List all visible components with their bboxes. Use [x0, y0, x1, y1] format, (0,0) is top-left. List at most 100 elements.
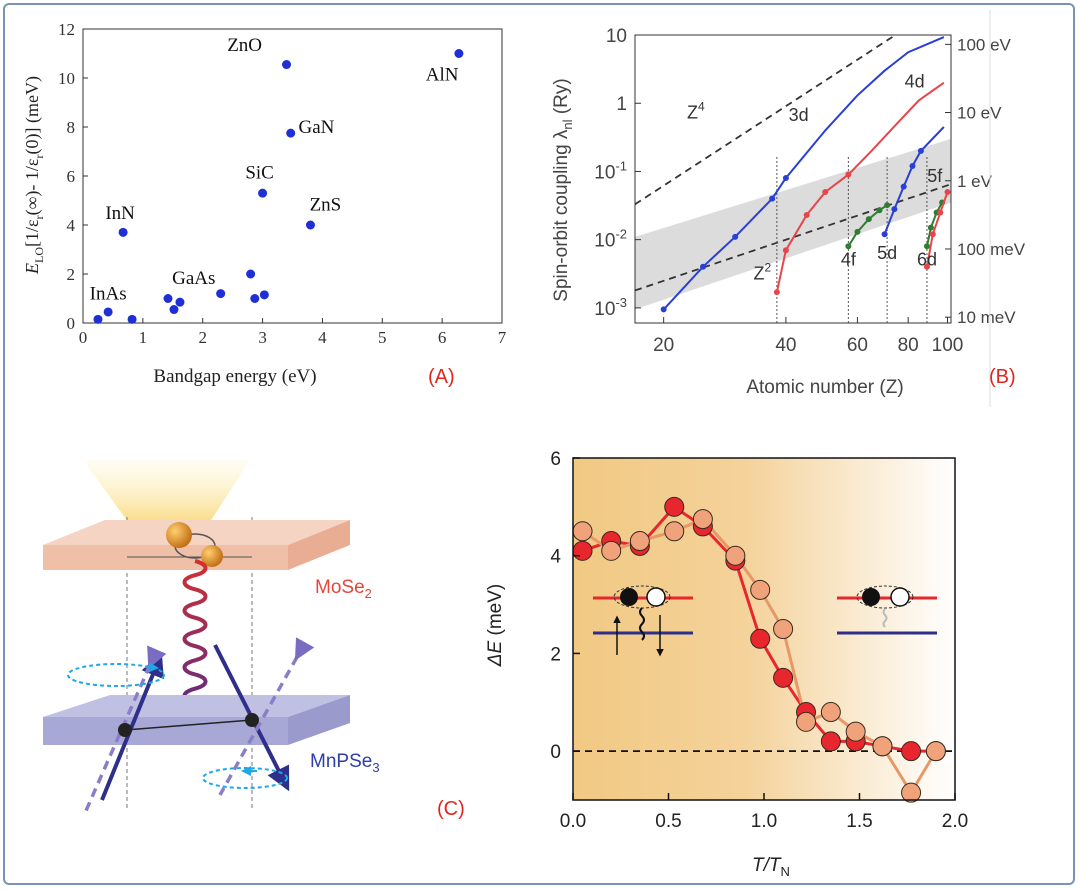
mn-atom-left: [118, 723, 132, 737]
electron-ball: [166, 522, 192, 548]
chart-a-point: [286, 128, 296, 138]
chart-a-annotation: InAs: [90, 284, 127, 305]
chart-b-ylabel-unit: (Ry): [551, 78, 572, 119]
chart-b-curve-label: Z2: [754, 261, 772, 284]
chart-b-series-point: [845, 171, 852, 178]
chart-d-plot: 0.0 0.5 1.0 1.5 2.0 0 2 4 6: [550, 449, 968, 832]
chart-d-xtick-label: 1.5: [846, 811, 872, 832]
chart-a-ytick-label: 10: [58, 69, 75, 88]
chart-b-series-point: [909, 163, 916, 170]
chart-b-curve-label-text: 4d: [905, 71, 925, 91]
chart-a: 0 1 2 3 4 5 6 7024681012InAsInNGaAsSiCZnSGaNZnO…: [22, 20, 507, 388]
chart-b-ylabel-main: Spin-orbit coupling λ: [551, 129, 572, 302]
inset-right-hole: [890, 587, 910, 607]
chart-b-series-point: [917, 147, 924, 154]
chart-a-annotation: GaN: [298, 117, 334, 138]
chart-d-series-point: [664, 521, 685, 542]
chart-a-point: [246, 269, 256, 279]
chart-b-series-point: [660, 306, 667, 313]
chart-a-ytick-label: 2: [67, 265, 76, 284]
chart-a-ytick-label: 12: [58, 20, 75, 39]
chart-b-series-point: [854, 228, 861, 235]
mnpse3-bond: [124, 719, 253, 731]
chart-b-xtick-label: 40: [775, 335, 796, 356]
chart-a-annotation: ZnO: [227, 35, 262, 56]
chart-a-xtick-label: 5: [378, 328, 387, 347]
chart-a-point: [305, 220, 315, 230]
chart-a-point: [258, 188, 268, 198]
chart-b-curve-label-text: 4f: [841, 249, 857, 269]
chart-b-curve-label-text: 6d: [917, 249, 937, 269]
chart-d-series-point: [664, 496, 685, 517]
chart-a-ylabel-r1: r: [32, 215, 46, 219]
chart-a-annotation: InN: [105, 203, 135, 224]
chart-b-ytick-exp: -3: [615, 295, 627, 310]
chart-d-series-point: [820, 702, 841, 723]
chart-b-curve-label-text: 5f: [927, 166, 943, 186]
panel-label-a: (A): [428, 366, 455, 388]
mnpse3-label-sub: 3: [372, 760, 379, 775]
chart-d-series-point: [845, 721, 866, 742]
inset-left-electron: [620, 588, 638, 606]
chart-d-series-point: [820, 731, 841, 752]
chart-b-ytick-exp: -1: [615, 158, 627, 173]
chart-a-ytick-label: 8: [67, 118, 76, 137]
chart-a-xtick-label: 7: [498, 328, 507, 347]
chart-b-ytick-base: 10: [594, 162, 615, 183]
chart-a-annotation: AlN: [426, 64, 459, 85]
chart-b-curve-label-text: 3d: [789, 105, 809, 125]
chart-b-series-point: [769, 195, 776, 202]
chart-b-curve-label: 4f: [841, 249, 857, 269]
chart-b-series-point: [923, 263, 930, 270]
chart-b-inner: [635, 35, 951, 323]
hole-ball: [201, 545, 223, 567]
chart-d-series-point: [925, 741, 946, 762]
figure-canvas: 0 1 2 3 4 5 6 7024681012InAsInNGaAsSiCZnSGaNZnO…: [22, 10, 1026, 879]
inset-right-spring: [882, 608, 888, 628]
chart-a-annotation: SiC: [245, 162, 274, 183]
chart-b-xlabel: Atomic number (Z): [746, 377, 903, 398]
chart-d-series-point: [572, 540, 593, 561]
chart-b-series-point: [944, 188, 951, 195]
chart-b-curve-label: 3d: [789, 105, 809, 125]
chart-b-series-point: [881, 231, 888, 238]
chart-b-xtick-label: 60: [847, 335, 868, 356]
chart-a-xtick-label: 3: [258, 328, 267, 347]
panel-label-b: (B): [989, 366, 1016, 388]
chart-b-ytick-base: 10: [594, 231, 615, 252]
chart-d-ytick-label: 6: [550, 449, 561, 470]
chart-d-series-point: [796, 711, 817, 732]
chart-b-curve-label-sup: 4: [698, 99, 705, 113]
chart-b-series-point: [923, 243, 930, 250]
figure-frame: 0 1 2 3 4 5 6 7 0 2 4 6 8 10 12 InAs InN GaAs SiC ZnS GaN ZnO…: [3, 3, 1075, 885]
chart-a-xtick-label: 1: [139, 328, 148, 347]
chart-d-xtick-label: 0.0: [560, 811, 586, 832]
chart-a-point: [250, 294, 260, 303]
schematic-c: MoSe2 MnPSe3 (C): [43, 460, 465, 820]
mnpse3-slab-front: [43, 717, 288, 745]
chart-b-curve-label: Z4: [687, 99, 705, 122]
panel-label-c: (C): [437, 798, 465, 820]
chart-a-annotation: GaAs: [172, 268, 215, 289]
chart-b-frame: [634, 34, 952, 324]
inset-right-electron: [862, 588, 880, 606]
chart-b-ylabel-sub: nl: [560, 119, 575, 129]
chart-a-point: [118, 227, 128, 237]
inset-decoupled: [837, 585, 937, 635]
chart-a-ylabel-lo: LO: [32, 247, 46, 263]
chart-b-rtick-label: 100 eV: [957, 35, 1012, 54]
chart-d-series-point: [572, 521, 593, 542]
chart-b-ytick-label: 10: [606, 26, 627, 47]
chart-a-xtick-label: 6: [438, 328, 447, 347]
chart-d-xlabel: T/TN: [752, 855, 790, 879]
chart-a-point: [216, 289, 226, 299]
chart-b-series-point: [803, 211, 810, 218]
chart-b-rtick-label: 10 eV: [957, 104, 1002, 123]
inset-right-orbit: [856, 585, 914, 609]
mose2-label: MoSe2: [315, 577, 372, 601]
chart-d-series-point: [601, 540, 622, 561]
chart-b-xtick-label: 80: [898, 335, 919, 356]
chart-a-point: [282, 60, 292, 70]
chart-d-ylabel-unit: (meV): [485, 584, 506, 641]
